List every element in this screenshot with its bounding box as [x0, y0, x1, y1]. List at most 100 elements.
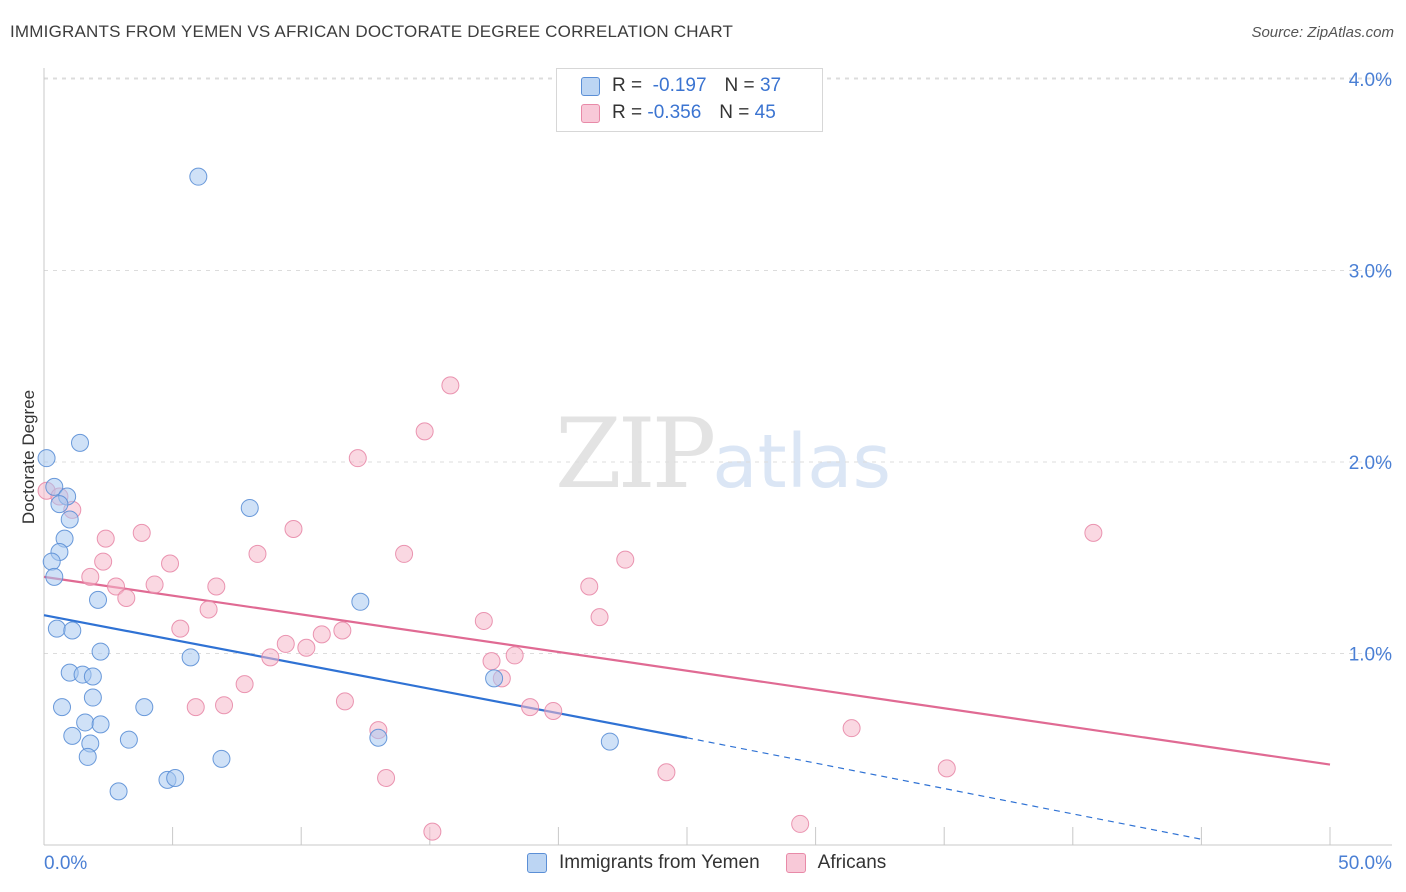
legend-swatch-yemen — [581, 76, 600, 96]
legend-n-value: 45 — [754, 102, 776, 123]
yemen-point — [351, 592, 370, 611]
yemen-point — [109, 782, 128, 801]
africans-point — [107, 577, 126, 596]
yemen-point — [83, 667, 102, 686]
yemen-point — [166, 768, 185, 787]
africans-point — [657, 763, 676, 782]
data-points — [37, 167, 1103, 841]
yemen-trend-extension — [686, 737, 1202, 840]
yemen-point — [189, 167, 208, 186]
africans-trend-line — [43, 575, 1331, 766]
yemen-point — [63, 726, 82, 745]
yemen-point — [369, 728, 388, 747]
yemen-point — [91, 715, 110, 734]
africans-point — [284, 520, 303, 539]
africans-point — [505, 646, 524, 665]
africans-point — [117, 588, 136, 607]
africans-point — [423, 822, 442, 841]
yemen-point — [485, 669, 504, 688]
y-tick-label: 3.0% — [1349, 262, 1392, 283]
gridlines — [44, 77, 1392, 654]
yemen-point — [63, 621, 82, 640]
yemen-point — [600, 732, 619, 751]
africans-point — [937, 759, 956, 778]
series-label-yemen: Immigrants from Yemen — [559, 852, 760, 873]
series-swatch-africans — [785, 853, 806, 873]
y-tick-label: 1.0% — [1349, 645, 1392, 666]
yemen-point — [91, 642, 110, 661]
africans-point — [145, 575, 164, 594]
y-axis-label: Doctorate Degree — [19, 390, 38, 524]
legend-r-value: -0.356 — [647, 102, 702, 123]
africans-point — [616, 550, 635, 569]
africans-point — [441, 376, 460, 395]
africans-point — [96, 529, 115, 548]
legend-row-yemen: R = -0.197 N = 37 — [581, 73, 781, 99]
africans-point — [791, 814, 810, 833]
yemen-trend-line — [43, 614, 688, 739]
y-tick-label: 4.0% — [1349, 70, 1392, 91]
africans-point — [312, 625, 331, 644]
africans-point — [261, 648, 280, 667]
x-tick-label: 50.0% — [1338, 853, 1392, 874]
yemen-point — [42, 552, 61, 571]
africans-point — [186, 698, 205, 717]
africans-point — [395, 544, 414, 563]
africans-point — [132, 523, 151, 542]
yemen-point — [212, 749, 231, 768]
source-label: Source: ZipAtlas.com — [1251, 24, 1394, 41]
africans-point — [207, 577, 226, 596]
series-legend-africans[interactable]: Africans — [785, 852, 887, 874]
series-legend-yemen[interactable]: Immigrants from Yemen — [527, 852, 760, 874]
yemen-point — [89, 590, 108, 609]
legend-n-label: N = — [719, 102, 750, 123]
africans-point — [199, 600, 218, 619]
africans-point — [590, 608, 609, 627]
africans-point — [474, 611, 493, 630]
legend-r-value: -0.197 — [652, 75, 707, 96]
africans-point — [521, 698, 540, 717]
chart-title: IMMIGRANTS FROM YEMEN VS AFRICAN DOCTORA… — [10, 22, 734, 41]
yemen-point — [45, 477, 64, 496]
y-tick-label: 2.0% — [1349, 453, 1392, 474]
x-tick-label: 0.0% — [44, 853, 87, 874]
africans-point — [215, 696, 234, 715]
legend-row-africans: R = -0.356 N = 45 — [581, 100, 776, 126]
yemen-point — [60, 510, 79, 529]
africans-point — [297, 638, 316, 657]
yemen-point — [78, 747, 97, 766]
africans-point — [1084, 523, 1103, 542]
axes — [43, 68, 1392, 846]
yemen-point — [83, 688, 102, 707]
africans-point — [544, 701, 563, 720]
series-swatch-yemen — [527, 853, 547, 873]
africans-point — [171, 619, 190, 638]
africans-point — [248, 544, 267, 563]
africans-point — [81, 567, 100, 586]
stats-legend: R = -0.197 N = 37 R = -0.356 N = 45 — [556, 68, 823, 132]
africans-point — [415, 422, 434, 441]
legend-n-value: 37 — [759, 75, 782, 96]
legend-n-label: N = — [724, 75, 755, 96]
africans-point — [94, 552, 113, 571]
yemen-point — [76, 713, 95, 732]
series-label-africans: Africans — [817, 852, 887, 873]
legend-swatch-africans — [581, 103, 600, 123]
yemen-point — [119, 730, 138, 749]
africans-point — [580, 577, 599, 596]
yemen-point — [50, 495, 69, 514]
yemen-point — [71, 433, 90, 452]
africans-point — [276, 634, 295, 653]
yemen-point — [53, 698, 72, 717]
yemen-point — [37, 449, 56, 468]
trend-lines — [43, 575, 1331, 840]
legend-r-label: R = — [612, 102, 643, 123]
africans-point — [235, 675, 254, 694]
africans-point — [161, 554, 180, 573]
africans-point — [333, 621, 352, 640]
yemen-point — [135, 698, 154, 717]
yemen-point — [240, 498, 259, 517]
yemen-point — [45, 567, 64, 586]
tick-labels: 1.0% 2.0% 3.0% 4.0% 0.0% 50.0% — [44, 70, 1392, 874]
